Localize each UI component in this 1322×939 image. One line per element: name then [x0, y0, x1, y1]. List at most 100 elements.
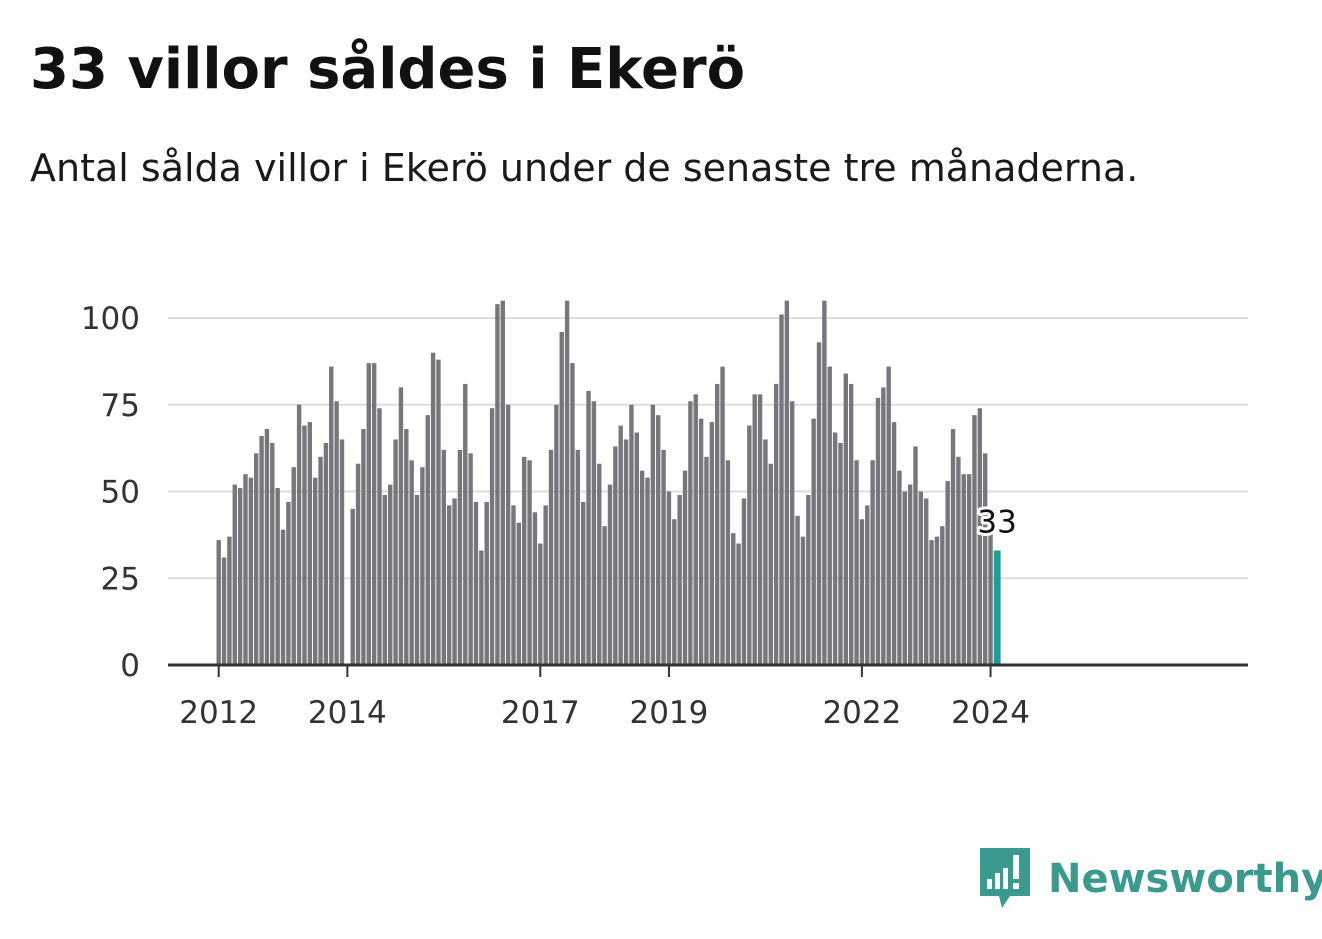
bar [409, 460, 414, 665]
y-tick-label: 100 [81, 301, 140, 337]
bar [800, 536, 806, 665]
bar [479, 550, 484, 665]
bar [237, 488, 243, 665]
bar [511, 505, 516, 665]
bar [393, 439, 398, 665]
bar [259, 435, 264, 665]
bar [682, 470, 688, 665]
y-tick-label: 0 [120, 648, 140, 684]
bar [441, 449, 447, 665]
bar [661, 449, 666, 665]
bar [982, 453, 988, 665]
bar [232, 484, 237, 665]
bar [296, 404, 302, 665]
bar [457, 449, 463, 665]
bar [243, 474, 248, 665]
bar [966, 474, 972, 665]
bar [505, 404, 511, 665]
bar [714, 383, 720, 665]
bar [891, 422, 897, 665]
bar [639, 470, 645, 665]
bar [779, 314, 784, 665]
bar [806, 494, 811, 665]
bar [404, 429, 409, 665]
bar [216, 540, 221, 665]
bar [538, 543, 543, 665]
bar [950, 429, 956, 665]
x-tick-label: 2024 [951, 695, 1030, 731]
bar [811, 418, 816, 665]
bar [913, 446, 918, 665]
brand-name: Newsworthy [1048, 856, 1322, 902]
bar [602, 526, 607, 665]
bar [838, 442, 843, 665]
bar [291, 467, 296, 665]
bar [848, 383, 854, 665]
bar [656, 415, 661, 665]
bar [468, 453, 473, 665]
bar [371, 363, 377, 665]
x-tick-label: 2014 [308, 695, 387, 731]
bar [527, 460, 532, 665]
bar [832, 432, 838, 665]
bar [564, 300, 570, 665]
bar [720, 366, 725, 665]
bar [629, 404, 634, 665]
bar [897, 470, 902, 665]
x-tick-label: 2019 [629, 695, 708, 731]
bar [597, 463, 602, 665]
bar [559, 331, 564, 665]
bar [425, 415, 430, 665]
bar [865, 505, 870, 665]
bar [254, 453, 259, 665]
chart-title: 33 villor såldes i Ekerö [30, 37, 746, 102]
bar [382, 494, 388, 665]
bar [570, 363, 575, 665]
bar [698, 418, 704, 665]
bar [270, 442, 275, 665]
bar [618, 425, 623, 665]
bar [522, 456, 527, 665]
bar [816, 342, 822, 665]
x-tick-label: 2022 [822, 695, 901, 731]
bar [420, 467, 425, 665]
bar [377, 408, 382, 665]
bar [693, 394, 698, 665]
bar [613, 446, 618, 665]
bar [388, 484, 393, 665]
last-value-label: 33 [977, 504, 1016, 540]
bar [312, 477, 318, 665]
bar [543, 505, 548, 665]
bar [870, 460, 875, 665]
bar [886, 366, 891, 665]
bar [495, 304, 500, 665]
bar [286, 501, 291, 665]
bar [307, 422, 313, 665]
highlighted-bar [993, 550, 1001, 665]
bar [940, 526, 945, 665]
bar [446, 505, 452, 665]
bar [736, 543, 741, 665]
bar [977, 408, 983, 665]
bar [366, 363, 371, 665]
bar [704, 456, 709, 665]
bar [907, 484, 913, 665]
bar [773, 383, 779, 665]
bar [575, 449, 581, 665]
bar [489, 408, 495, 665]
bar [473, 501, 479, 665]
bar [334, 401, 339, 665]
bar [414, 494, 420, 665]
y-tick-label: 50 [101, 475, 140, 511]
bar [934, 536, 940, 665]
bar [875, 397, 881, 665]
bar [355, 463, 361, 665]
bar [650, 404, 656, 665]
bar [580, 501, 586, 665]
bar [484, 501, 489, 665]
bar [554, 404, 559, 665]
bar [430, 352, 436, 665]
bar [945, 481, 950, 665]
bar [548, 449, 554, 665]
bar [248, 477, 254, 665]
